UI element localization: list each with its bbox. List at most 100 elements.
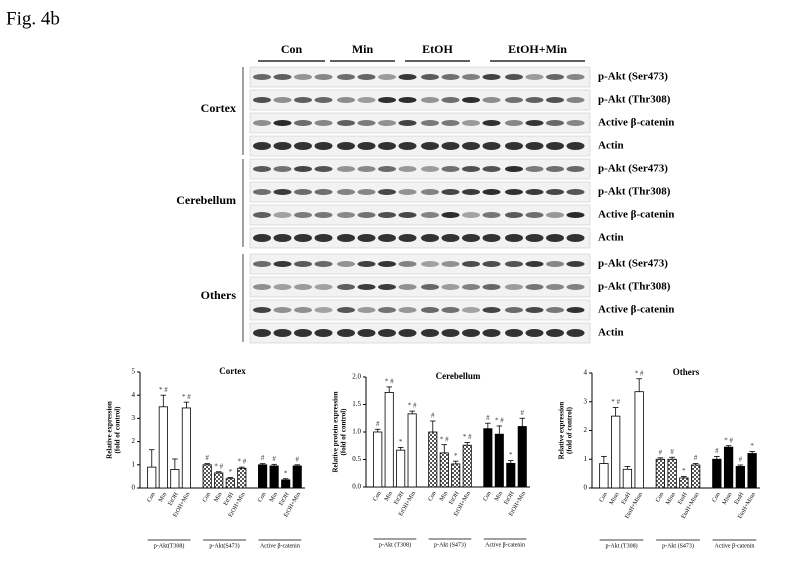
significance-mark: # <box>486 414 490 422</box>
blot-band <box>253 284 271 290</box>
row-label: Actin <box>598 327 624 339</box>
bar <box>494 433 504 488</box>
blot-band <box>314 307 333 313</box>
significance-mark: * # <box>495 417 504 425</box>
x-tick-label: Mino <box>609 492 621 506</box>
x-tick-label: Mino <box>665 492 677 506</box>
group-label: p-Akt (S473) <box>662 542 694 549</box>
blot-band <box>273 284 292 290</box>
x-tick-label: Con <box>599 492 609 504</box>
x-tick-label: Min <box>213 492 223 504</box>
blot-band <box>357 189 376 195</box>
blot-band <box>566 97 585 103</box>
blot-band <box>378 189 396 195</box>
blot-band <box>421 284 439 290</box>
row-label: p-Akt (Ser473) <box>598 258 668 270</box>
blot-band <box>357 142 376 150</box>
y-tick-label: 5 <box>132 368 136 376</box>
y-tick-label: 1.5 <box>352 400 361 408</box>
group-header: Min <box>352 42 374 56</box>
blot-band <box>525 74 544 80</box>
blot-band <box>546 212 564 218</box>
blot-band <box>273 97 292 103</box>
blot-band <box>253 142 271 150</box>
blot-band <box>378 97 396 103</box>
row-label: Actin <box>598 140 624 152</box>
blot-band <box>337 189 355 195</box>
blot-band <box>253 189 271 195</box>
blot-band <box>273 234 292 242</box>
blot-band <box>357 307 376 313</box>
significance-mark: * # <box>214 462 223 470</box>
blot-strip <box>249 276 591 298</box>
blot-band <box>337 284 355 290</box>
blot-band <box>337 74 355 80</box>
blot-band <box>505 120 523 126</box>
blot-band <box>357 284 376 290</box>
blot-band <box>357 212 376 218</box>
y-axis-label: Relative protein expression <box>332 391 340 472</box>
bar <box>439 452 449 488</box>
significance-mark: # <box>272 455 276 463</box>
blot-band <box>294 212 312 218</box>
blot-band <box>337 261 355 267</box>
blot-band <box>337 234 355 242</box>
x-tick-label: Min <box>494 491 504 503</box>
significance-mark: # <box>376 420 380 428</box>
blot-band <box>505 329 523 337</box>
blot-band <box>357 329 376 337</box>
blot-band <box>566 142 585 150</box>
significance-mark: * <box>229 468 233 476</box>
bar <box>691 464 701 489</box>
bar <box>712 458 722 489</box>
y-tick-label: 0.5 <box>352 455 361 463</box>
blot-band <box>421 142 439 150</box>
blot-strip <box>249 112 591 134</box>
blot-band <box>482 329 501 337</box>
blot-band <box>441 120 460 126</box>
blot-band <box>546 142 564 150</box>
row-label: p-Akt (Thr308) <box>598 281 671 293</box>
bar <box>384 391 394 488</box>
group-label: Active β-catenin <box>715 543 755 549</box>
blot-band <box>505 97 523 103</box>
blot-band <box>482 189 501 195</box>
y-tick-label: 1 <box>584 455 588 463</box>
blot-band <box>482 97 501 103</box>
blot-strip <box>249 253 591 275</box>
x-tick-label: Con <box>712 492 722 504</box>
section-label: Cortex <box>201 101 236 115</box>
blot-band <box>337 142 355 150</box>
blot-band <box>337 120 355 126</box>
x-tick-label: EtoH <box>677 491 689 506</box>
blot-band <box>357 234 376 242</box>
significance-mark: # <box>205 454 209 462</box>
blot-band <box>566 329 585 337</box>
blot-band <box>482 234 501 242</box>
blot-band <box>398 234 417 242</box>
blot-band <box>398 120 417 126</box>
blot-band <box>398 142 417 150</box>
blot-band <box>378 212 396 218</box>
blot-band <box>525 142 544 150</box>
group-label: Active β-catenin <box>260 543 300 549</box>
section-label: Cerebellum <box>176 193 236 207</box>
blot-strip <box>249 135 591 157</box>
significance-mark: * # <box>440 435 449 443</box>
blot-band <box>505 166 523 172</box>
blot-band <box>566 307 585 313</box>
x-tick-label: Con <box>372 491 382 503</box>
significance-mark: * # <box>463 433 472 441</box>
blot-band <box>314 329 333 337</box>
blot-band <box>314 97 333 103</box>
y-axis-label: (fold of control) <box>566 406 574 454</box>
blot-band <box>441 284 460 290</box>
blot-band <box>421 212 439 218</box>
blot-band <box>253 120 271 126</box>
blot-band <box>505 234 523 242</box>
blot-band <box>273 329 292 337</box>
bar <box>181 407 191 489</box>
blot-band <box>398 189 417 195</box>
group-label: p-Akt(S473) <box>209 542 239 549</box>
blot-strip <box>249 227 591 249</box>
